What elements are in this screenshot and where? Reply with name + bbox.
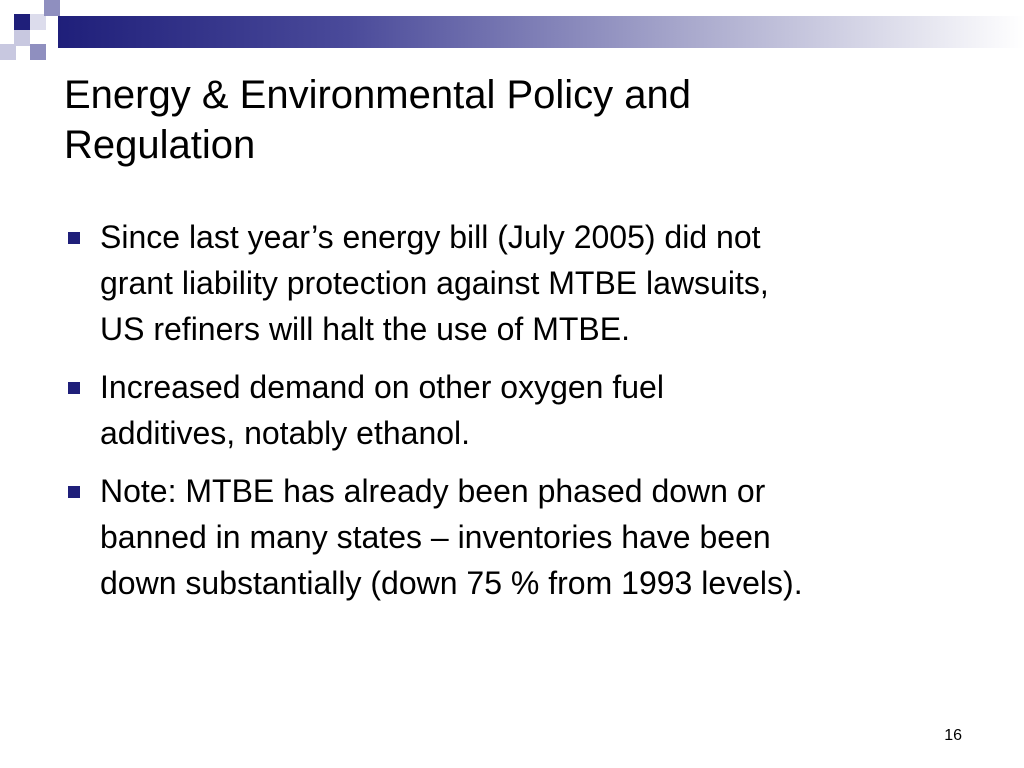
bullet-text-line: US refiners will halt the use of MTBE. — [100, 311, 630, 347]
decor-square — [44, 0, 60, 16]
square-bullet-icon — [68, 382, 80, 394]
bullet-text-line: grant liability protection against MTBE … — [100, 265, 769, 301]
bullet-text-line: banned in many states – inventories have… — [100, 519, 771, 555]
bullet-text-line: down substantially (down 75 % from 1993 … — [100, 565, 803, 601]
slide-title-line: Regulation — [64, 123, 256, 167]
slide-title: Energy & Environmental Policy and Regula… — [64, 70, 964, 170]
decor-square — [14, 30, 30, 46]
decor-square — [30, 44, 46, 60]
decor-square — [14, 14, 30, 30]
header-gradient-bar — [58, 16, 1024, 48]
decor-square — [0, 44, 16, 60]
bullet-text-line: Note: MTBE has already been phased down … — [100, 473, 766, 509]
square-bullet-icon — [68, 486, 80, 498]
page-number: 16 — [944, 727, 962, 744]
bullet-item: Increased demand on other oxygen fuel ad… — [64, 364, 984, 456]
slide-title-line: Energy & Environmental Policy and — [64, 73, 691, 117]
decor-square — [30, 14, 46, 30]
square-bullet-icon — [68, 232, 80, 244]
bullet-item: Since last year’s energy bill (July 2005… — [64, 214, 984, 352]
bullet-list: Since last year’s energy bill (July 2005… — [64, 214, 984, 618]
bullet-text-line: additives, notably ethanol. — [100, 415, 471, 451]
bullet-text-line: Since last year’s energy bill (July 2005… — [100, 219, 761, 255]
bullet-item: Note: MTBE has already been phased down … — [64, 468, 984, 606]
bullet-text-line: Increased demand on other oxygen fuel — [100, 369, 664, 405]
